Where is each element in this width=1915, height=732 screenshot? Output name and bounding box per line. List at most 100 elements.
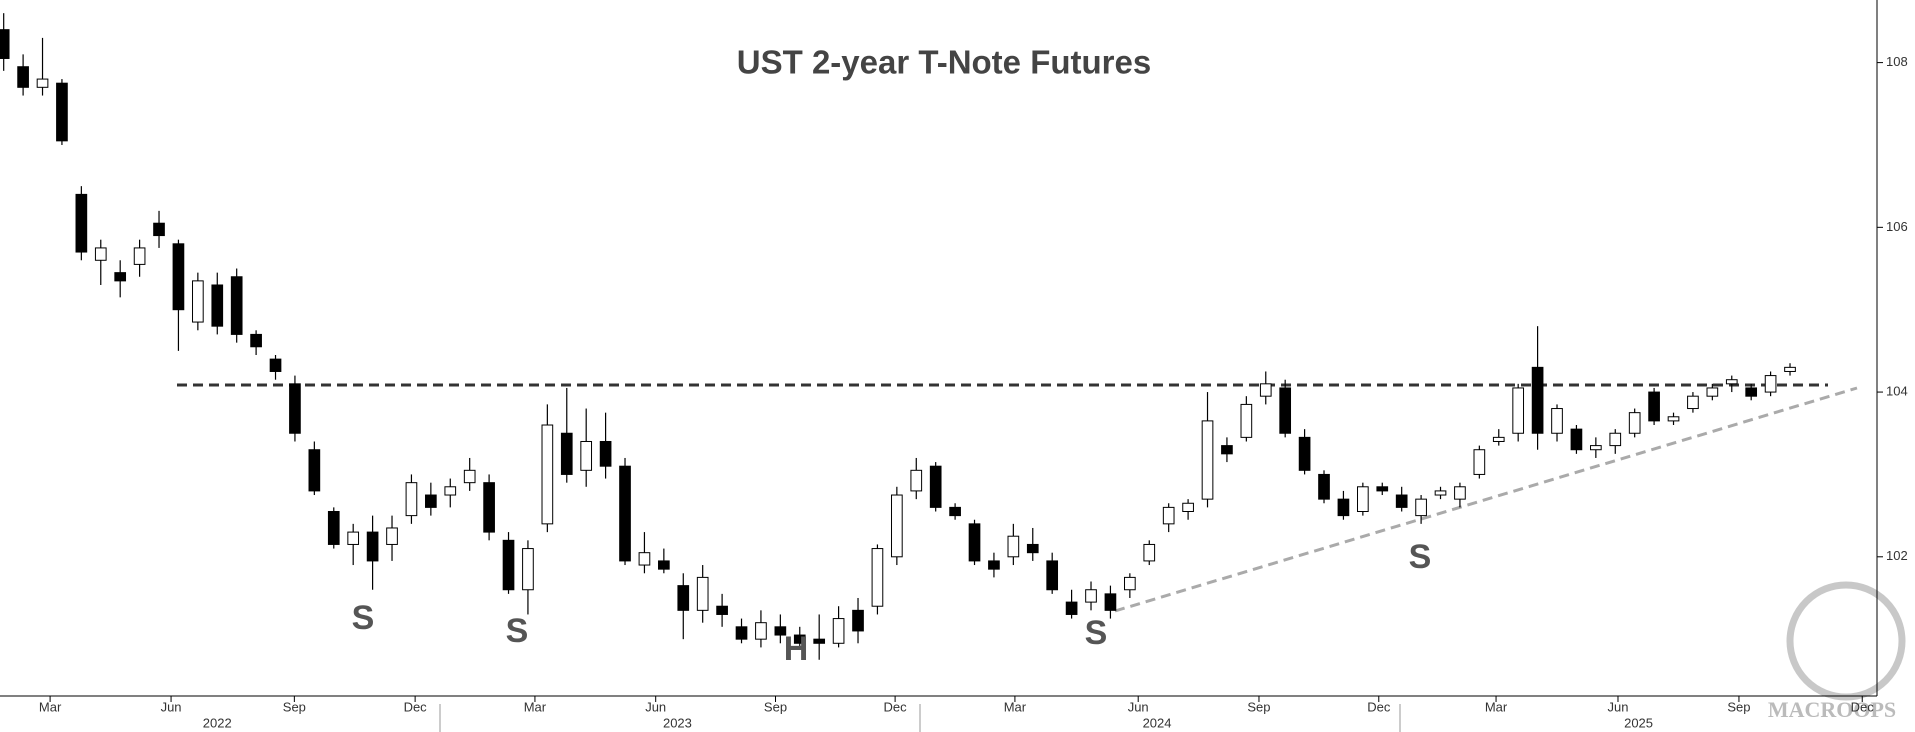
- y-tick-label: 102: [1886, 548, 1908, 563]
- x-tick-label: Jun: [645, 699, 666, 714]
- candle-body: [1764, 375, 1777, 393]
- candle-body: [1376, 486, 1389, 492]
- year-label: 2023: [663, 715, 692, 730]
- candle-body: [1337, 498, 1350, 517]
- candle-body: [1454, 486, 1466, 500]
- candle-body: [560, 432, 573, 475]
- candle-body: [1609, 432, 1622, 447]
- candle-body: [580, 440, 593, 471]
- candle-body: [852, 609, 864, 632]
- candle-body: [483, 482, 495, 533]
- candle-body: [75, 193, 88, 253]
- candle-body: [1492, 436, 1505, 442]
- candle-body: [1745, 387, 1758, 397]
- candle-body: [250, 333, 262, 348]
- candle-body: [1298, 436, 1311, 471]
- candle-body: [1007, 535, 1020, 558]
- candle-body: [1143, 543, 1156, 562]
- pattern-label: S: [1085, 614, 1108, 652]
- candle-body: [1648, 391, 1660, 422]
- pattern-label: S: [352, 599, 375, 637]
- y-tick-label: 108: [1886, 54, 1908, 69]
- candle-body: [211, 284, 224, 327]
- x-tick-label: Jun: [1607, 699, 1628, 714]
- candle-body: [1240, 403, 1253, 438]
- candle-body: [1065, 601, 1078, 615]
- candle-body: [1512, 387, 1525, 434]
- candle-body: [813, 638, 826, 644]
- pattern-label: S: [1409, 538, 1432, 576]
- candle-body: [1395, 494, 1408, 508]
- candle-body: [386, 527, 398, 545]
- chart-title: UST 2-year T-Note Futures: [737, 44, 1151, 81]
- candle-body: [599, 440, 612, 467]
- candle-body: [716, 605, 728, 615]
- y-tick-label: 104: [1886, 384, 1908, 399]
- candle-body: [1628, 412, 1641, 434]
- candle-body: [56, 82, 68, 142]
- candle-body: [1590, 445, 1602, 451]
- x-tick-label: Dec: [1851, 699, 1875, 714]
- candle-body: [1784, 366, 1796, 372]
- candle-body: [522, 548, 534, 591]
- y-tick-label: 106: [1886, 219, 1908, 234]
- candle-body: [774, 626, 787, 636]
- pattern-label: S: [506, 612, 529, 650]
- trend-line: [1114, 386, 1858, 613]
- candle-body: [1046, 560, 1059, 591]
- candle-body: [1687, 395, 1699, 410]
- candle-body: [1725, 379, 1738, 385]
- x-tick-label: Mar: [1004, 699, 1027, 714]
- candle-body: [444, 486, 457, 496]
- candle-body: [1667, 416, 1680, 422]
- candle-body: [1473, 449, 1486, 475]
- candle-body: [347, 531, 360, 545]
- candle-body: [968, 523, 981, 562]
- candle-body: [1221, 445, 1233, 455]
- candle-body: [1026, 543, 1039, 554]
- candle-body: [308, 449, 321, 492]
- candle-body: [891, 494, 903, 558]
- candle-body: [0, 29, 10, 59]
- candle-body: [327, 510, 340, 545]
- candle-body: [988, 560, 1000, 570]
- candle-body: [1706, 387, 1719, 397]
- candle-body: [1124, 576, 1136, 591]
- x-tick-label: Dec: [1367, 699, 1391, 714]
- candle-body: [1182, 502, 1194, 512]
- candle-body: [1415, 498, 1427, 517]
- x-tick-label: Jun: [1128, 699, 1149, 714]
- candle-body: [910, 469, 923, 492]
- candle-body: [735, 626, 748, 640]
- candle-body: [114, 272, 127, 282]
- candle-body: [1162, 506, 1175, 525]
- x-tick-label: Mar: [39, 699, 62, 714]
- candle-body: [463, 469, 476, 484]
- candle-body: [1259, 383, 1272, 397]
- candle-body: [366, 531, 379, 562]
- x-tick-label: Sep: [764, 699, 787, 714]
- x-tick-label: Dec: [404, 699, 428, 714]
- x-tick-label: Sep: [283, 699, 306, 714]
- candle-body: [192, 280, 204, 323]
- candle-body: [289, 383, 301, 434]
- candle-body: [832, 618, 845, 644]
- candle-body: [1279, 387, 1292, 434]
- candle-body: [1201, 420, 1214, 500]
- candle-body: [658, 560, 670, 570]
- candle-body: [1085, 589, 1097, 603]
- candle-body: [696, 576, 709, 611]
- candle-body: [405, 482, 418, 517]
- candle-body: [619, 465, 631, 562]
- candle-body: [1570, 428, 1583, 451]
- candle-body: [949, 506, 961, 517]
- candle-body: [1357, 486, 1369, 512]
- x-tick-label: Sep: [1247, 699, 1270, 714]
- candle-body: [1104, 593, 1117, 611]
- candle-body: [677, 585, 690, 611]
- year-label: 2025: [1624, 715, 1653, 730]
- x-tick-label: Dec: [884, 699, 908, 714]
- candle-body: [230, 276, 243, 335]
- candle-body: [17, 66, 29, 88]
